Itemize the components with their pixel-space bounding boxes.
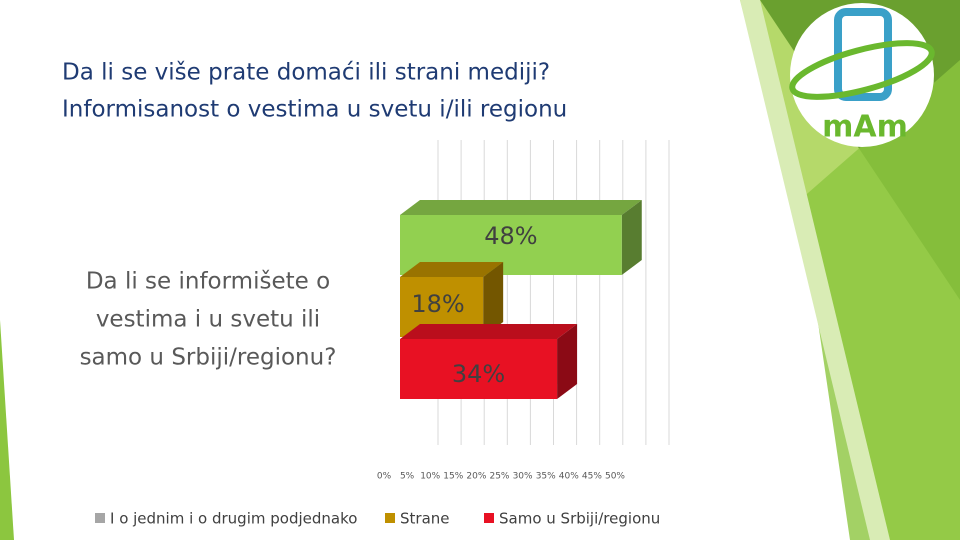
- x-tick-label: 0%: [377, 472, 392, 482]
- legend-label: Strane: [400, 510, 450, 528]
- x-tick-label: 20%: [466, 472, 486, 482]
- data-label: 48%: [484, 222, 537, 250]
- bar-side: [621, 200, 642, 275]
- category-label: samo u Srbiji/regionu?: [80, 345, 337, 371]
- bar-side: [557, 324, 578, 399]
- legend-label: Samo u Srbiji/regionu: [499, 510, 660, 528]
- x-tick-label: 35%: [536, 472, 556, 482]
- bar: [400, 339, 558, 399]
- category-label: Da li se informišete o: [86, 269, 330, 295]
- x-tick-label: 5%: [400, 472, 415, 482]
- bar-top: [400, 324, 578, 339]
- x-tick-label: 40%: [559, 472, 579, 482]
- data-label: 34%: [452, 360, 505, 388]
- legend-label: I o jednim i o drugim podjednako: [110, 510, 357, 528]
- bar-top: [400, 200, 642, 215]
- legend-swatch: [95, 513, 105, 523]
- x-tick-label: 10%: [420, 472, 440, 482]
- category-label: vestima i u svetu ili: [96, 307, 320, 333]
- slide-title: Informisanost o vestima u svetu i/ili re…: [62, 97, 567, 123]
- bar-side: [483, 262, 504, 337]
- legend-swatch: [484, 513, 494, 523]
- slide-title: Da li se više prate domaći ili strani me…: [62, 60, 550, 86]
- x-tick-label: 45%: [582, 472, 602, 482]
- x-tick-label: 15%: [443, 472, 463, 482]
- x-tick-label: 25%: [489, 472, 509, 482]
- legend-swatch: [385, 513, 395, 523]
- data-label: 18%: [411, 290, 464, 318]
- x-tick-label: 30%: [513, 472, 533, 482]
- bar-top: [400, 262, 504, 277]
- logo-text: mAm: [822, 110, 908, 145]
- x-tick-label: 50%: [605, 472, 625, 482]
